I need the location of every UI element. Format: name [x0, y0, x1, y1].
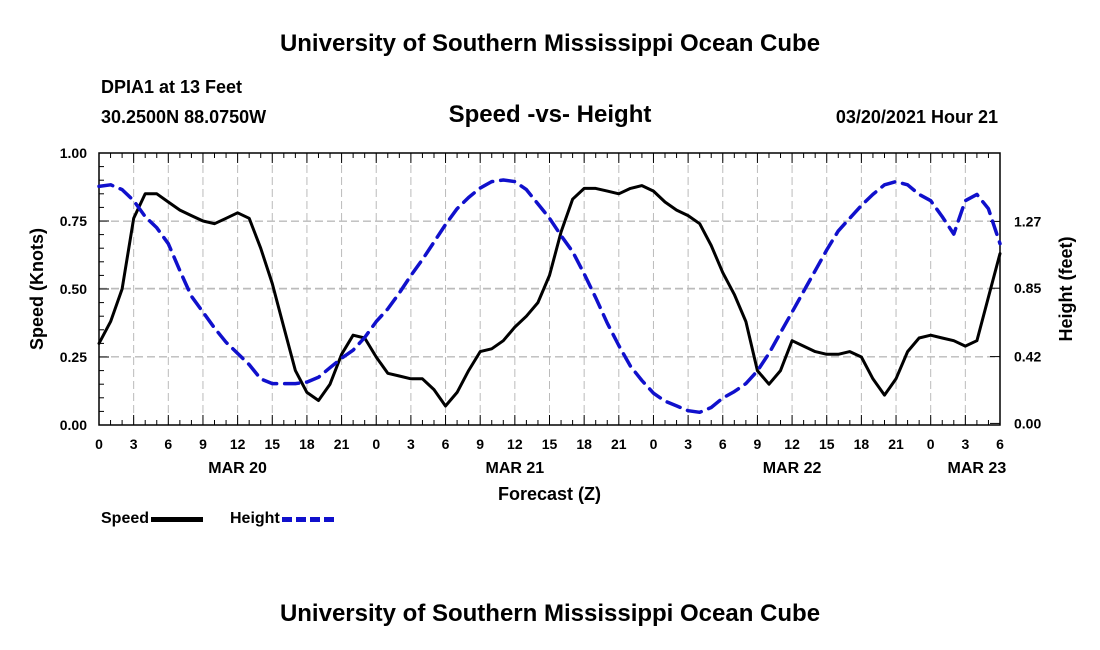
y-axis-label: Speed (Knots) — [27, 228, 47, 350]
y2-tick-label: 0.85 — [1014, 280, 1041, 296]
legend-speed-swatch — [151, 516, 204, 522]
x-tick-label: 12 — [507, 436, 523, 452]
x-tick-label: 3 — [407, 436, 415, 452]
y2-axis-label: Height (feet) — [1056, 237, 1076, 342]
x-axis-label: Forecast (Z) — [498, 484, 601, 504]
x-tick-label: 18 — [854, 436, 870, 452]
x-tick-label: 21 — [334, 436, 350, 452]
x-tick-label: 12 — [230, 436, 246, 452]
page-title: University of Southern Mississippi Ocean… — [279, 30, 821, 57]
date-label: MAR 22 — [763, 460, 822, 477]
y-tick-label: 0.75 — [60, 213, 87, 229]
x-tick-label: 18 — [299, 436, 315, 452]
y2-tick-label: 1.27 — [1014, 213, 1041, 229]
y-tick-label: 1.00 — [60, 145, 87, 161]
x-tick-label: 9 — [476, 436, 484, 452]
legend-height: Height — [230, 509, 334, 529]
y-tick-label: 0.25 — [60, 349, 87, 365]
x-tick-label: 6 — [719, 436, 727, 452]
legend-speed: Speed — [101, 509, 204, 529]
y2-tick-label: 0.00 — [1014, 415, 1041, 431]
x-tick-label: 6 — [996, 436, 1004, 452]
y-tick-label: 0.50 — [60, 281, 87, 297]
forecast-date-hour: 03/20/2021 Hour 21 — [835, 107, 998, 127]
x-tick-label: 9 — [199, 436, 207, 452]
x-tick-label: 21 — [611, 436, 627, 452]
speed-series-line — [97, 184, 1002, 408]
x-tick-label: 18 — [576, 436, 592, 452]
height-series-line — [97, 178, 1002, 415]
x-tick-label: 3 — [130, 436, 138, 452]
y2-tick-label: 0.42 — [1014, 349, 1041, 365]
x-tick-label: 6 — [164, 436, 172, 452]
x-tick-label: 0 — [927, 436, 935, 452]
x-tick-label: 0 — [372, 436, 380, 452]
x-tick-label: 3 — [684, 436, 692, 452]
date-label: MAR 23 — [948, 460, 1007, 477]
x-tick-label: 21 — [888, 436, 904, 452]
legend-speed-label: Speed — [101, 510, 150, 527]
x-tick-label: 0 — [650, 436, 658, 452]
x-tick-label: 15 — [819, 436, 835, 452]
legend-height-swatch — [281, 516, 334, 522]
x-tick-label: 15 — [542, 436, 558, 452]
x-tick-label: 12 — [784, 436, 800, 452]
station-label: DPIA1 at 13 Feet — [101, 77, 243, 97]
x-tick-label: 3 — [961, 436, 969, 452]
y-tick-label: 0.00 — [60, 417, 87, 433]
footer-title: University of Southern Mississippi Ocean… — [279, 600, 821, 627]
x-tick-label: 9 — [754, 436, 762, 452]
date-label: MAR 21 — [486, 460, 545, 477]
x-tick-label: 6 — [442, 436, 450, 452]
x-tick-label: 15 — [264, 436, 280, 452]
legend-height-label: Height — [230, 510, 280, 527]
date-label: MAR 20 — [208, 460, 267, 477]
x-tick-label: 0 — [95, 436, 103, 452]
chart-title: Speed -vs- Height — [448, 101, 652, 128]
station-coordinates: 30.2500N 88.0750W — [101, 107, 267, 127]
